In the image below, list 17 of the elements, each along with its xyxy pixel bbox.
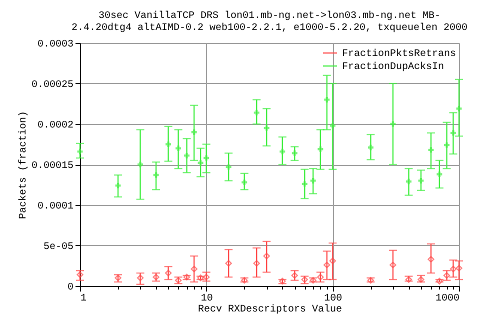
y-axis-title: Packets (fraction) — [17, 110, 30, 220]
y-tick-label: 0 — [67, 282, 74, 294]
y-tick-label: 0.0003 — [37, 40, 74, 50]
legend-label: FractionDupAcksIn — [342, 61, 444, 73]
y-tick-label: 5e-05 — [43, 242, 74, 253]
x-tick-label: 100 — [324, 294, 342, 304]
y-tick-label: 0.00025 — [31, 80, 74, 91]
x-tick-label: 1000 — [435, 294, 460, 304]
text: 30sec VanillaTCP DRS lon01.mb-ng.net->lon03.mb-ng.net MB- — [98, 11, 441, 22]
x-axis-title: Recv RXDescriptors Value — [198, 304, 342, 316]
text: 2.4.20dtg4 altAIMD-0.2 web100-2.2.1, e1000-5.2.20, txqueuelen 2000 — [71, 23, 468, 34]
y-tick-label: 0.0001 — [37, 202, 74, 212]
x-tick-label: 1 — [80, 294, 87, 304]
y-tick-label: 0.00015 — [31, 161, 74, 172]
legend-label: FractionPktsRetrans — [342, 48, 456, 60]
y-tick-label: 0.0002 — [37, 120, 74, 132]
x-tick-label: 10 — [200, 294, 213, 304]
